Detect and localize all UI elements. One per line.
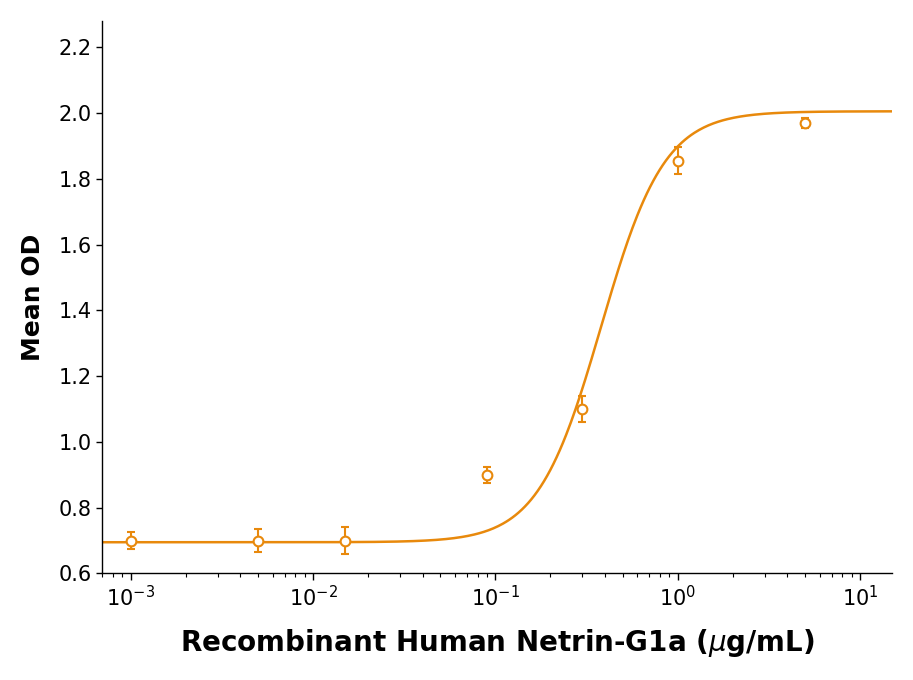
X-axis label: Recombinant Human Netrin-G1a ($\mu$g/mL): Recombinant Human Netrin-G1a ($\mu$g/mL) xyxy=(180,627,814,659)
Y-axis label: Mean OD: Mean OD xyxy=(21,233,45,361)
